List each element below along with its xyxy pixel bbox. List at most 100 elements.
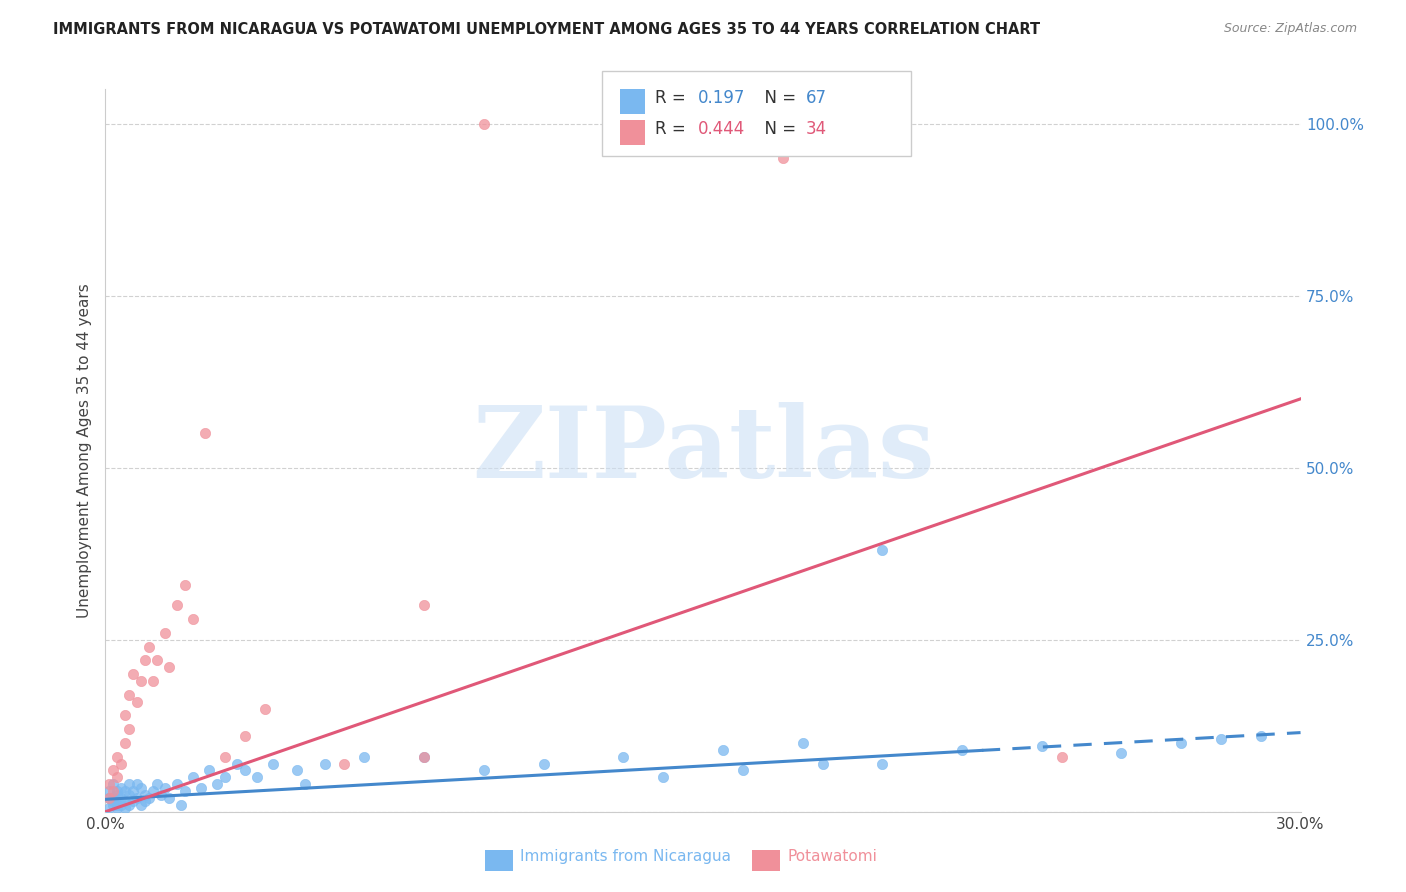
Text: 0.197: 0.197 <box>697 89 745 107</box>
Point <box>138 791 160 805</box>
Point <box>107 788 129 802</box>
Point <box>138 640 160 654</box>
Point <box>114 736 136 750</box>
Point <box>98 791 121 805</box>
Point <box>190 780 212 795</box>
Point <box>314 756 336 771</box>
Point <box>98 784 121 798</box>
Point <box>533 756 555 771</box>
Point <box>711 743 734 757</box>
Point <box>153 625 177 640</box>
Point <box>472 764 495 778</box>
Point <box>98 801 121 815</box>
Text: ZIPatlas: ZIPatlas <box>472 402 934 499</box>
Point <box>872 543 894 558</box>
Point <box>107 797 129 812</box>
Point <box>118 722 141 736</box>
Point <box>114 801 136 815</box>
Point <box>114 794 136 808</box>
Text: R =: R = <box>655 89 692 107</box>
Point <box>118 777 141 791</box>
Point <box>103 784 125 798</box>
Point <box>110 797 132 812</box>
Point <box>1031 739 1053 754</box>
Point <box>142 673 165 688</box>
Point <box>153 780 177 795</box>
Point <box>134 794 156 808</box>
Point <box>146 777 169 791</box>
Point <box>103 777 125 791</box>
Point <box>127 791 149 805</box>
Point <box>127 777 149 791</box>
Point <box>205 777 228 791</box>
Point <box>333 756 356 771</box>
Point <box>731 764 754 778</box>
Point <box>110 756 132 771</box>
Point <box>246 770 269 784</box>
Point <box>1209 732 1232 747</box>
Point <box>353 749 375 764</box>
Point <box>129 780 153 795</box>
Point <box>811 756 834 771</box>
Point <box>181 770 204 784</box>
Point <box>146 653 169 667</box>
Text: Immigrants from Nicaragua: Immigrants from Nicaragua <box>520 849 731 863</box>
Point <box>181 612 204 626</box>
Point <box>150 788 173 802</box>
Point <box>107 801 129 815</box>
Point <box>413 749 436 764</box>
Point <box>166 777 188 791</box>
Point <box>110 791 132 805</box>
Point <box>413 749 436 764</box>
Point <box>142 784 165 798</box>
Point <box>107 770 129 784</box>
Point <box>129 673 153 688</box>
Point <box>103 794 125 808</box>
Point <box>134 788 156 802</box>
Point <box>170 797 193 812</box>
Point <box>174 784 197 798</box>
Point <box>129 797 153 812</box>
Text: N =: N = <box>754 120 801 137</box>
Point <box>194 426 217 441</box>
Point <box>612 117 634 131</box>
Point <box>652 770 675 784</box>
Point <box>262 756 284 771</box>
Point <box>198 764 221 778</box>
Point <box>103 797 125 812</box>
Point <box>174 577 197 591</box>
Point <box>1170 736 1192 750</box>
Y-axis label: Unemployment Among Ages 35 to 44 years: Unemployment Among Ages 35 to 44 years <box>76 283 91 618</box>
Point <box>772 151 794 165</box>
Point <box>107 749 129 764</box>
Point <box>214 770 236 784</box>
Point <box>1111 746 1133 760</box>
Point <box>127 695 149 709</box>
Point <box>413 599 436 613</box>
Point <box>285 764 308 778</box>
Point <box>253 701 276 715</box>
Text: R =: R = <box>655 120 692 137</box>
Point <box>233 729 256 743</box>
Point <box>294 777 316 791</box>
Text: N =: N = <box>754 89 801 107</box>
Point <box>472 117 495 131</box>
Point <box>103 764 125 778</box>
Point <box>225 756 249 771</box>
Point <box>166 599 188 613</box>
Text: 34: 34 <box>806 120 827 137</box>
Text: Potawatomi: Potawatomi <box>787 849 877 863</box>
Point <box>114 784 136 798</box>
Point <box>134 653 156 667</box>
Text: IMMIGRANTS FROM NICARAGUA VS POTAWATOMI UNEMPLOYMENT AMONG AGES 35 TO 44 YEARS C: IMMIGRANTS FROM NICARAGUA VS POTAWATOMI … <box>53 22 1040 37</box>
Point <box>612 749 634 764</box>
Text: 0.444: 0.444 <box>697 120 745 137</box>
Point <box>872 756 894 771</box>
Point <box>98 791 121 805</box>
Point <box>1250 729 1272 743</box>
Point <box>118 797 141 812</box>
Point <box>98 777 121 791</box>
Point <box>122 794 145 808</box>
Point <box>1050 749 1073 764</box>
Point <box>118 788 141 802</box>
